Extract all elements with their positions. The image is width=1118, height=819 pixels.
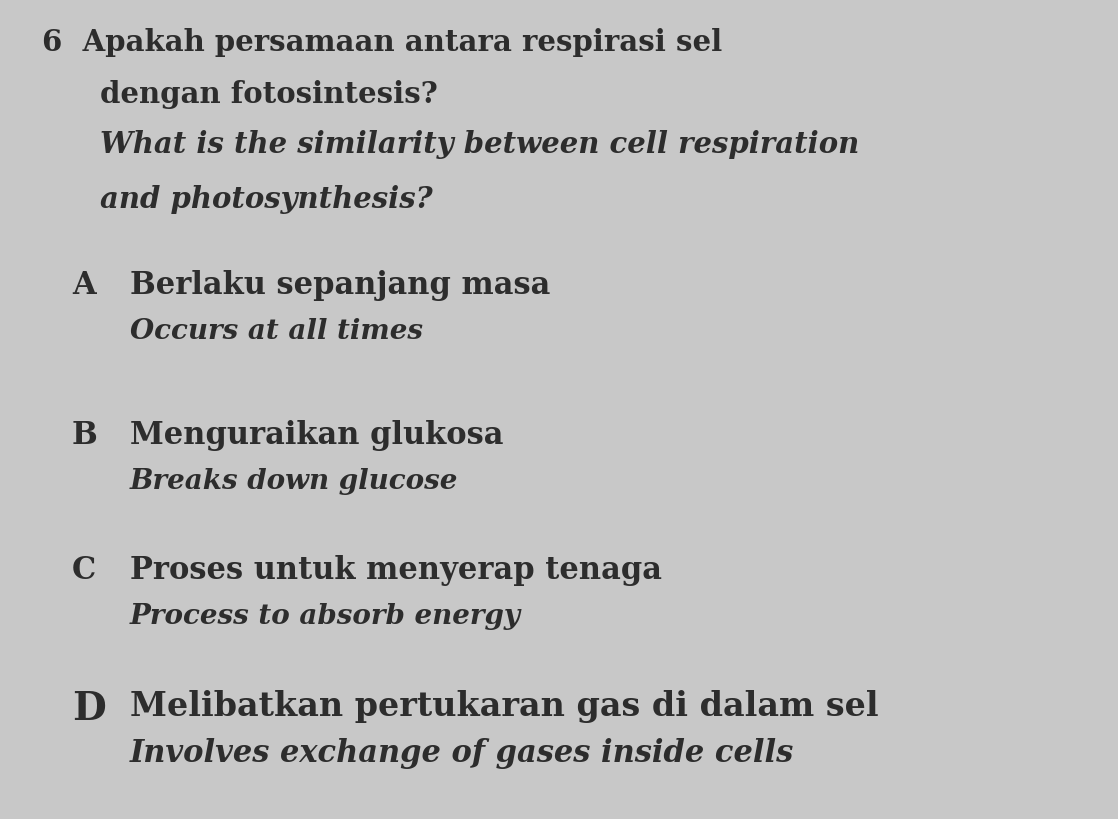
Text: C: C [72,554,96,586]
Text: Breaks down glucose: Breaks down glucose [130,468,458,495]
Text: 6  Apakah persamaan antara respirasi sel: 6 Apakah persamaan antara respirasi sel [42,28,722,57]
Text: B: B [72,419,97,450]
Text: What is the similarity between cell respiration: What is the similarity between cell resp… [100,130,860,159]
Text: and photosynthesis?: and photosynthesis? [100,185,433,214]
Text: dengan fotosintesis?: dengan fotosintesis? [100,80,438,109]
Text: A: A [72,269,96,301]
Text: Process to absorb energy: Process to absorb energy [130,602,521,629]
Text: Berlaku sepanjang masa: Berlaku sepanjang masa [130,269,550,301]
Text: Menguraikan glukosa: Menguraikan glukosa [130,419,503,450]
Text: D: D [72,689,106,727]
Text: Involves exchange of gases inside cells: Involves exchange of gases inside cells [130,737,794,768]
Text: Proses untuk menyerap tenaga: Proses untuk menyerap tenaga [130,554,662,586]
Text: Melibatkan pertukaran gas di dalam sel: Melibatkan pertukaran gas di dalam sel [130,689,879,722]
Text: Occurs at all times: Occurs at all times [130,318,423,345]
